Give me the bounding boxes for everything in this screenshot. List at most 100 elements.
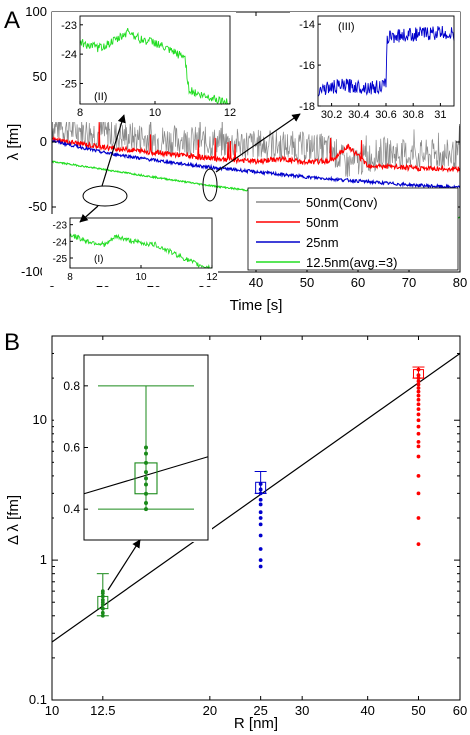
b-inset-point-4	[144, 476, 148, 481]
b-ytick-label-2: 10	[33, 412, 47, 427]
group-2-point-17	[416, 382, 421, 387]
inset-0-ytick-label-0: -23	[53, 221, 68, 232]
panel-b-plot	[51, 352, 461, 643]
inset-2-ytick-label-1: -16	[299, 60, 315, 72]
group-1-point-8	[258, 497, 263, 502]
b-inset-point-3	[144, 482, 148, 487]
b-inset-point-0	[144, 507, 148, 512]
inset-2-xtick-label-2: 30.6	[375, 109, 396, 121]
group-1-point-11	[258, 482, 263, 486]
legend-label-25nm: 25nm	[306, 235, 339, 250]
series-line-2	[51, 138, 461, 190]
inset-1-xtick-label-0: 8	[77, 107, 83, 119]
a-ytick-label-1: -50	[28, 199, 47, 214]
group-0-point-8	[100, 589, 105, 594]
inset-2-xtick-label-4: 31	[434, 109, 446, 121]
inset-label-2: (III)	[338, 21, 355, 33]
b-inset-point-7	[144, 451, 148, 456]
arrow-to-b-inset	[107, 539, 141, 591]
group-2-point-5	[416, 444, 421, 449]
group-2-point-7	[416, 431, 421, 436]
group-2-point-13	[416, 397, 421, 402]
b-xtick-label-5: 40	[360, 703, 374, 718]
group-2-point-1	[416, 516, 421, 520]
group-0-point-5	[100, 597, 105, 602]
inset-0-xtick-label-1: 10	[135, 272, 147, 283]
group-1-point-0	[258, 564, 263, 569]
series-line-1	[51, 122, 461, 174]
inset-label-1: (II)	[94, 91, 107, 103]
panel-b-inset: 0.8 0.6 0.4	[54, 353, 212, 542]
b-inset-point-6	[144, 460, 148, 465]
legend-label-conv: 50nm(Conv)	[306, 195, 378, 210]
group-2-point-11	[416, 407, 421, 412]
a-ytick-label-2: 0	[40, 134, 47, 149]
b-xtick-label-4: 30	[295, 703, 309, 718]
inset-1-ytick-label-2: -25	[61, 78, 77, 90]
b-inset-ytick-label-1: 0.6	[63, 441, 80, 455]
b-inset-ytick-label-0: 0.8	[63, 379, 80, 393]
inset-line-2	[317, 25, 455, 97]
inset-1-ytick-label-0: -23	[61, 20, 77, 32]
legend-label-50nm: 50nm	[306, 215, 339, 230]
a-ytick-label-0: -100	[21, 264, 47, 279]
group-2-point-3	[416, 473, 421, 478]
b-inset-point-8	[144, 445, 148, 450]
arrow-to-inset-iii	[215, 113, 301, 173]
a-ytick-label-3: 50	[33, 69, 47, 84]
inset-2-ytick-label-2: -18	[299, 101, 315, 113]
a-xtick-label-4: 40	[249, 275, 263, 290]
inset-2-ytick-label-0: -14	[299, 19, 315, 31]
b-inset-point-2	[144, 491, 148, 496]
panel-b-xlabel: R [nm]	[234, 715, 278, 732]
b-inset-point-1	[144, 501, 148, 505]
b-xtick-label-0: 10	[45, 703, 59, 718]
group-1-point-7	[258, 502, 263, 507]
inset-1-ytick-label-1: -24	[61, 49, 77, 61]
group-0-point-0	[100, 613, 105, 618]
inset-0-xtick-label-0: 8	[67, 272, 73, 283]
panel-a-legend: 50nm(Conv) 50nm 25nm 12.5nm(avg.=3)	[247, 187, 459, 271]
a-xtick-label-7: 70	[402, 275, 416, 290]
group-1-point-4	[258, 522, 263, 527]
group-1-point-3	[258, 533, 263, 538]
group-0-point-9	[100, 606, 105, 611]
panel-b-label: B	[4, 329, 20, 356]
inset-line-1	[79, 27, 231, 106]
group-2-point-20	[416, 373, 421, 378]
panel-b-ylabel: Δ λ [fm]	[5, 495, 22, 545]
zoom-ellipse-right	[202, 168, 218, 202]
group-1-point-6	[258, 510, 263, 515]
group-1-point-10	[258, 487, 263, 492]
group-0-point-6	[100, 594, 105, 599]
b-inset-ytick-label-2: 0.4	[63, 502, 80, 516]
group-1-point-5	[258, 516, 263, 520]
group-2-point-18	[416, 379, 421, 384]
group-2-point-2	[416, 491, 421, 496]
panel-b: B 10 12.5 20 25 30 40 50 60 0.1 1 10 R [nm] Δ λ [f…	[4, 329, 467, 732]
inset-1-xtick-label-2: 12	[224, 107, 236, 119]
arrow-to-inset-i	[79, 205, 99, 223]
b-ytick-label-1: 1	[40, 552, 47, 567]
inset-bg-0	[42, 214, 218, 286]
panel-a-xlabel: Time [s]	[230, 297, 283, 314]
group-2-point-19	[416, 376, 421, 381]
a-ytick-label-4: 100	[25, 4, 47, 19]
inset-1-xtick-label-1: 10	[149, 107, 161, 119]
inset-0-ytick-label-2: -25	[53, 254, 68, 265]
group-1-point-1	[258, 558, 263, 563]
inset-2-xtick-label-3: 30.8	[402, 109, 423, 121]
panel-b-ticks: 10 12.5 20 25 30 40 50 60 0.1 1 10	[29, 335, 467, 718]
group-1-point-2	[258, 547, 263, 551]
zoom-ellipse-left	[82, 185, 128, 207]
a-xtick-label-6: 60	[351, 275, 365, 290]
b-xtick-label-7: 60	[453, 703, 467, 718]
inset-ii: 8 10 12 -23 -24 -25 (II)	[52, 12, 236, 122]
group-2-point-12	[416, 402, 421, 407]
inset-2-xtick-label-1: 30.4	[348, 109, 369, 121]
group-2-point-16	[416, 386, 421, 390]
b-xtick-label-3: 25	[253, 703, 267, 718]
arrow-to-inset-ii	[101, 114, 126, 187]
